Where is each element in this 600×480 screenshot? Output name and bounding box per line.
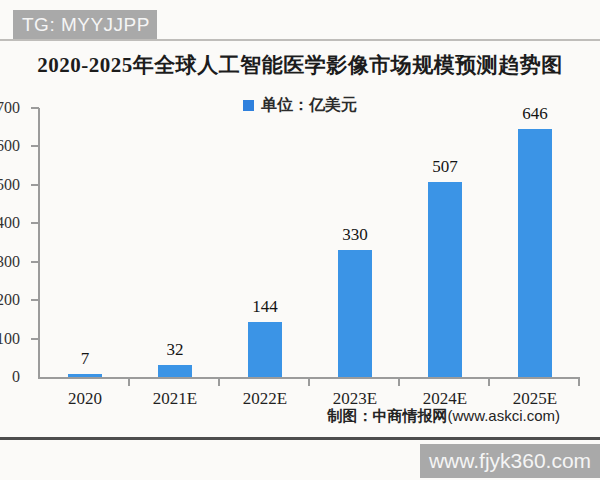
- y-axis-tick: [31, 338, 39, 340]
- y-axis-tick: [31, 107, 39, 109]
- page: TG: MYYJJPP 2020-2025年全球人工智能医学影像市场规模预测趋势…: [0, 0, 600, 480]
- bar: [158, 365, 192, 377]
- bar-value-label: 646: [490, 104, 580, 124]
- x-axis-tick: [308, 378, 310, 386]
- x-axis-tick: [578, 378, 580, 386]
- x-axis-tick: [128, 378, 130, 386]
- plot-area: 010020030040050060070072020322021E144202…: [38, 108, 580, 379]
- x-axis-category-label: 2020: [40, 389, 130, 409]
- bar-value-label: 507: [400, 157, 490, 177]
- top-divider: [0, 39, 600, 41]
- bar: [518, 129, 552, 377]
- chart-title: 2020-2025年全球人工智能医学影像市场规模预测趋势图: [0, 51, 600, 79]
- watermark-top-left: TG: MYYJJPP: [13, 10, 157, 40]
- y-axis-tick: [31, 299, 39, 301]
- x-axis-category-label: 2021E: [130, 389, 220, 409]
- y-axis-label: 200: [0, 291, 20, 309]
- y-axis-tick: [31, 145, 39, 147]
- x-axis-tick: [488, 378, 490, 386]
- bar: [338, 250, 372, 377]
- bottom-divider: [0, 437, 600, 440]
- bar-value-label: 330: [310, 225, 400, 245]
- bar-value-label: 32: [130, 340, 220, 360]
- bar-value-label: 144: [220, 297, 310, 317]
- x-axis-category-label: 2022E: [220, 389, 310, 409]
- y-axis-tick: [31, 184, 39, 186]
- bar: [68, 374, 102, 377]
- y-axis-label: 100: [0, 330, 20, 348]
- x-axis-tick: [218, 378, 220, 386]
- credit-maker: 制图：中商情报网: [327, 407, 447, 424]
- bar: [248, 322, 282, 377]
- x-axis-category-label: 2023E: [310, 389, 400, 409]
- credit-site: (www.askci.com): [447, 407, 560, 424]
- y-axis-label: 0: [0, 368, 20, 386]
- credit: 制图：中商情报网(www.askci.com): [0, 407, 560, 426]
- y-axis-label: 300: [0, 253, 20, 271]
- y-axis-tick: [31, 261, 39, 263]
- x-axis-tick: [398, 378, 400, 386]
- bar-value-label: 7: [40, 349, 130, 369]
- bar: [428, 182, 462, 377]
- y-axis-label: 400: [0, 214, 20, 232]
- y-axis-label: 500: [0, 176, 20, 194]
- watermark-bottom-right: www.fjyk360.com: [420, 444, 600, 478]
- y-axis-label: 600: [0, 137, 20, 155]
- y-axis-label: 700: [0, 99, 20, 117]
- y-axis-tick: [31, 222, 39, 224]
- x-axis-category-label: 2024E: [400, 389, 490, 409]
- x-axis-category-label: 2025E: [490, 389, 580, 409]
